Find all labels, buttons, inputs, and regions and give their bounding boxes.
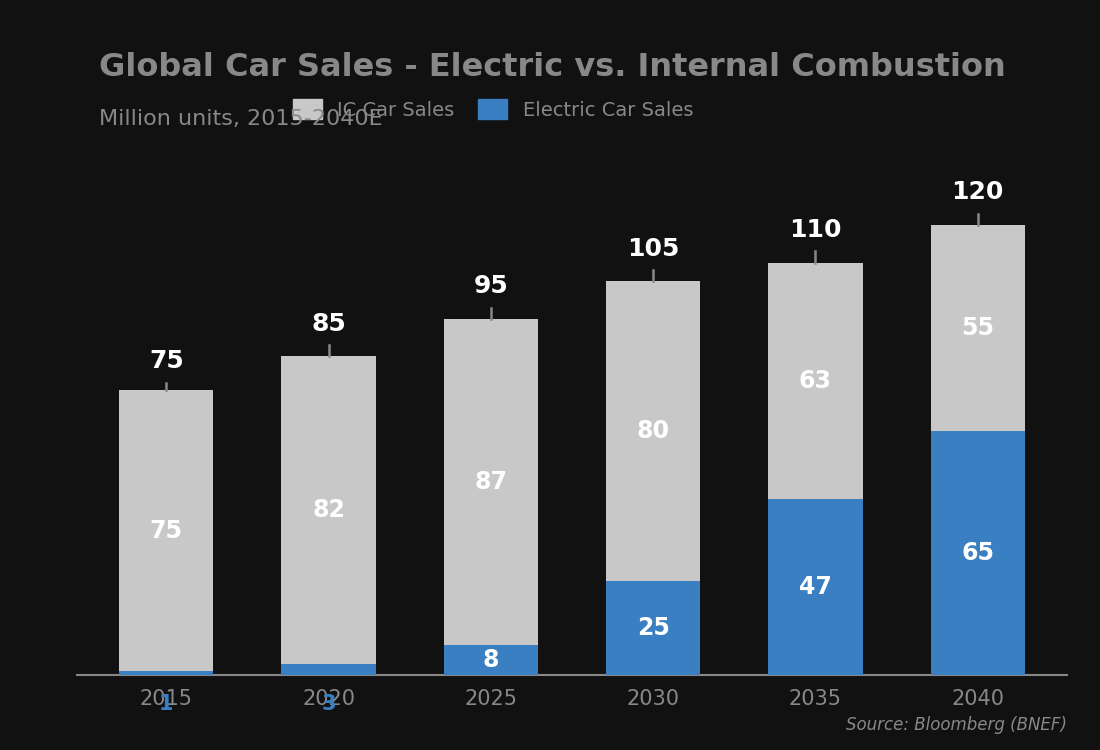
Bar [119,390,213,671]
Text: 95: 95 [473,274,508,298]
Text: 85: 85 [311,312,345,336]
Text: 63: 63 [799,369,832,393]
Text: 47: 47 [799,574,832,598]
Legend: IC Car Sales, Electric Car Sales: IC Car Sales, Electric Car Sales [285,92,701,128]
Text: 75: 75 [148,350,184,374]
Text: Million units, 2015-2040E: Million units, 2015-2040E [99,109,383,129]
Bar [769,262,862,499]
Bar [282,664,375,675]
Bar [443,319,538,645]
Text: 110: 110 [789,217,842,242]
Text: 87: 87 [474,470,507,494]
Text: 55: 55 [961,316,994,340]
Text: 8: 8 [483,648,499,672]
Text: 3: 3 [321,694,336,714]
Bar [606,581,701,675]
Text: 65: 65 [961,542,994,566]
Bar [606,281,701,581]
Bar [443,645,538,675]
Text: 120: 120 [952,181,1004,205]
Text: 80: 80 [637,419,670,443]
Bar [931,225,1025,431]
Text: 105: 105 [627,237,680,261]
Bar [769,499,862,675]
Bar [931,431,1025,675]
Text: 82: 82 [312,498,345,522]
Bar [119,671,213,675]
Text: Source: Bloomberg (BNEF): Source: Bloomberg (BNEF) [846,716,1067,734]
Text: 75: 75 [150,519,183,543]
Bar [282,356,375,664]
Text: 1: 1 [160,694,174,714]
Text: Global Car Sales - Electric vs. Internal Combustion: Global Car Sales - Electric vs. Internal… [99,53,1005,83]
Text: 25: 25 [637,616,670,640]
